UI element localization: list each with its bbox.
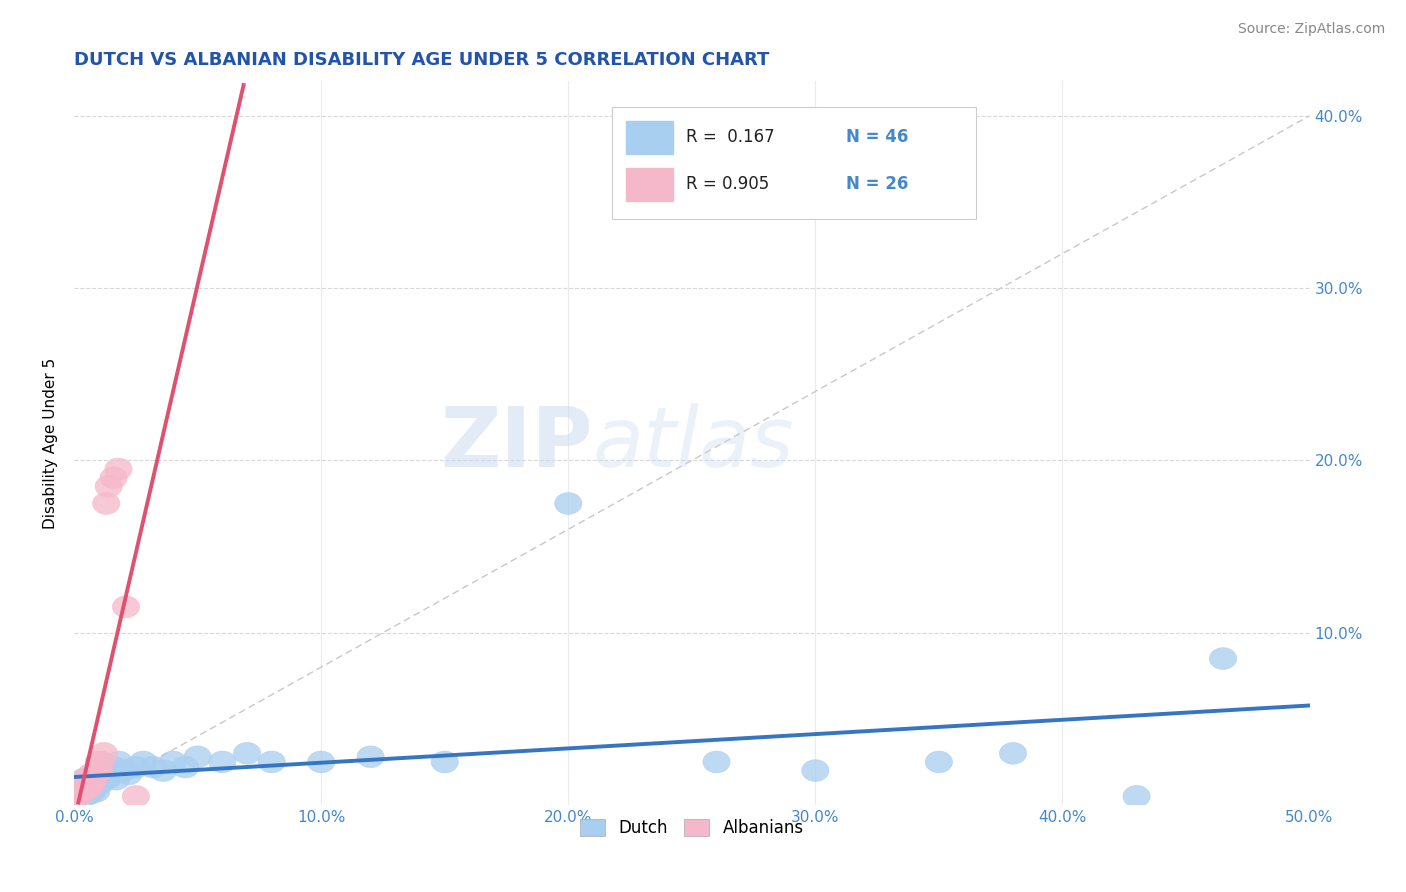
Ellipse shape xyxy=(172,756,198,778)
Ellipse shape xyxy=(63,780,90,802)
Text: Source: ZipAtlas.com: Source: ZipAtlas.com xyxy=(1237,22,1385,37)
Ellipse shape xyxy=(139,756,167,778)
Ellipse shape xyxy=(70,773,97,795)
Text: ZIP: ZIP xyxy=(440,402,593,483)
FancyBboxPatch shape xyxy=(612,107,976,219)
Ellipse shape xyxy=(77,773,105,795)
Ellipse shape xyxy=(159,751,187,772)
Ellipse shape xyxy=(83,764,110,785)
Ellipse shape xyxy=(184,746,211,768)
Ellipse shape xyxy=(703,751,730,772)
Ellipse shape xyxy=(112,596,139,618)
Ellipse shape xyxy=(149,760,177,781)
Ellipse shape xyxy=(73,777,100,798)
Ellipse shape xyxy=(70,780,97,802)
Ellipse shape xyxy=(259,751,285,772)
Ellipse shape xyxy=(129,751,157,772)
Ellipse shape xyxy=(76,780,103,802)
Ellipse shape xyxy=(122,786,149,807)
Ellipse shape xyxy=(1000,742,1026,764)
Ellipse shape xyxy=(66,777,93,798)
Ellipse shape xyxy=(77,777,105,798)
Bar xyxy=(626,121,673,153)
Ellipse shape xyxy=(86,751,112,772)
Ellipse shape xyxy=(925,751,952,772)
Ellipse shape xyxy=(63,786,90,807)
Ellipse shape xyxy=(105,751,132,772)
Ellipse shape xyxy=(66,784,93,805)
Ellipse shape xyxy=(73,784,100,805)
Ellipse shape xyxy=(357,746,384,768)
Ellipse shape xyxy=(97,764,125,785)
Legend: Dutch, Albanians: Dutch, Albanians xyxy=(574,813,810,844)
Ellipse shape xyxy=(87,751,115,772)
Ellipse shape xyxy=(80,777,107,798)
Ellipse shape xyxy=(100,756,127,778)
Ellipse shape xyxy=(208,751,236,772)
Ellipse shape xyxy=(105,458,132,480)
Text: R = 0.905: R = 0.905 xyxy=(686,175,769,193)
Ellipse shape xyxy=(67,773,96,795)
Text: N = 26: N = 26 xyxy=(846,175,908,193)
Ellipse shape xyxy=(70,780,97,802)
Ellipse shape xyxy=(93,492,120,515)
Ellipse shape xyxy=(233,742,260,764)
Ellipse shape xyxy=(67,773,96,795)
Ellipse shape xyxy=(67,780,96,802)
Ellipse shape xyxy=(115,764,142,785)
Ellipse shape xyxy=(86,768,112,790)
Ellipse shape xyxy=(555,492,582,515)
Ellipse shape xyxy=(67,780,96,802)
Text: R =  0.167: R = 0.167 xyxy=(686,128,775,146)
Ellipse shape xyxy=(801,760,830,781)
Ellipse shape xyxy=(122,756,149,778)
Bar xyxy=(626,169,673,201)
Ellipse shape xyxy=(103,768,129,790)
Ellipse shape xyxy=(96,766,122,789)
Text: atlas: atlas xyxy=(593,402,794,483)
Ellipse shape xyxy=(73,777,100,798)
Ellipse shape xyxy=(110,760,138,781)
Ellipse shape xyxy=(77,782,105,804)
Ellipse shape xyxy=(76,777,103,798)
Ellipse shape xyxy=(80,773,107,795)
Ellipse shape xyxy=(76,773,103,795)
Ellipse shape xyxy=(80,768,107,790)
Ellipse shape xyxy=(86,773,112,795)
Ellipse shape xyxy=(308,751,335,772)
Ellipse shape xyxy=(87,764,115,785)
Ellipse shape xyxy=(1123,786,1150,807)
Ellipse shape xyxy=(432,751,458,772)
Ellipse shape xyxy=(90,770,117,792)
Y-axis label: Disability Age Under 5: Disability Age Under 5 xyxy=(44,358,58,529)
Ellipse shape xyxy=(90,742,117,764)
Ellipse shape xyxy=(66,777,93,798)
Text: DUTCH VS ALBANIAN DISABILITY AGE UNDER 5 CORRELATION CHART: DUTCH VS ALBANIAN DISABILITY AGE UNDER 5… xyxy=(75,51,769,69)
Ellipse shape xyxy=(77,764,105,785)
Ellipse shape xyxy=(100,467,127,489)
Ellipse shape xyxy=(96,475,122,497)
Ellipse shape xyxy=(70,768,97,790)
Ellipse shape xyxy=(86,760,112,781)
Text: N = 46: N = 46 xyxy=(846,128,908,146)
Ellipse shape xyxy=(73,768,100,790)
Ellipse shape xyxy=(76,768,103,790)
Ellipse shape xyxy=(93,760,120,781)
Ellipse shape xyxy=(83,780,110,802)
Ellipse shape xyxy=(1209,648,1237,669)
